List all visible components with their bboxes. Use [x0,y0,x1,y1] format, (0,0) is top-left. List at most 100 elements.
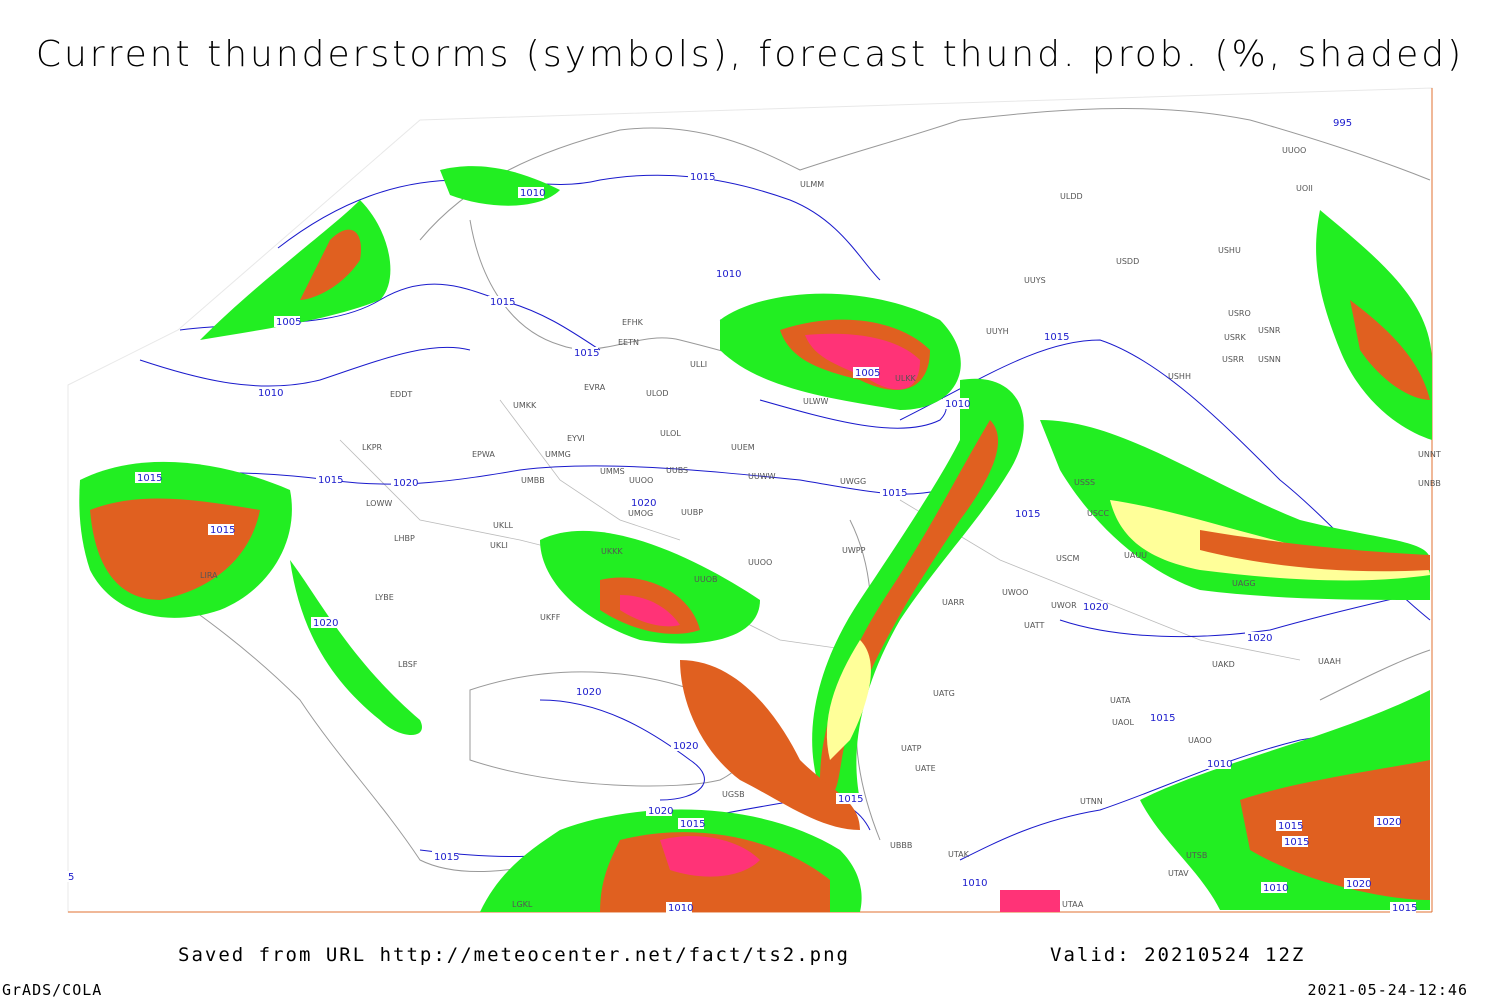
station-code: UUBP [681,508,703,517]
isobar-label: 995 [1333,118,1352,129]
isobar-label-bg [646,805,672,816]
station-code: LIRA [200,571,218,580]
station-code: EDDT [390,390,412,399]
isobar-label: 1015 [434,852,459,863]
station-code: UUOB [694,575,718,584]
station-code: UKLI [490,541,508,550]
isobar-label-bg [666,902,692,913]
isobar-label-bg [311,617,337,628]
isobar-label-bg [688,171,714,182]
isobar-label: 1015 [210,525,235,536]
isobar-label: 1010 [1207,759,1232,770]
isobar-label: 1020 [393,478,418,489]
station-code: USDD [1116,257,1139,266]
station-code: EETN [618,338,639,347]
station-code: UMMS [600,467,625,476]
station-code: EPWA [472,450,495,459]
station-code: UATA [1110,696,1131,705]
station-code: EVRA [584,383,606,392]
station-code: UATP [901,744,922,753]
station-code: UAGG [1232,579,1256,588]
title: Current thunderstorms (symbols), forecas… [36,34,1464,75]
isobar-label-bg [208,524,234,535]
station-code: UMOG [628,509,653,518]
probability-shading [79,166,1432,912]
isobar-label-bg [678,818,704,829]
station-code: USHH [1168,372,1191,381]
station-code: UMKK [513,401,537,410]
station-code: ULMM [800,180,824,189]
isobar-label: 1015 [690,172,715,183]
isobar-label: 1010 [945,399,970,410]
station-code: EFHK [622,318,644,327]
isobar-label: 1015 [680,819,705,830]
station-code: UAOO [1188,736,1212,745]
isobar-label: 1020 [313,618,338,629]
station-code: ULOL [660,429,681,438]
station-code: UUEM [731,443,755,452]
station-code: ULDD [1060,192,1083,201]
isobar-label-bg [853,367,879,378]
station-code: UWGG [840,477,866,486]
station-code: UWPP [842,546,866,555]
isobar-label: 1020 [673,741,698,752]
isobar-label: 1005 [855,368,880,379]
station-code: USRO [1228,309,1251,318]
isobar-label-bg [518,187,544,198]
isobar-label: 1010 [258,388,283,399]
station-code: LKPR [362,443,383,452]
isobar-label: 1020 [648,806,673,817]
station-code: UMBB [521,476,545,485]
isobar-label: 1015 [1044,332,1069,343]
isobar-label: 1015 [1150,713,1175,724]
isobar-label: 1010 [520,188,545,199]
isobar-label: 1010 [1263,883,1288,894]
isobar-label-bg [943,398,969,409]
isobar-label-bg [1205,758,1231,769]
isobar-label: 1015 [1392,903,1417,914]
station-code: UTAK [948,850,970,859]
isobar-label: 1015 [490,297,515,308]
isobar-label-bg [1276,820,1302,831]
station-code: USHU [1218,246,1241,255]
station-code: UWOR [1051,601,1077,610]
isobar-label-bg [66,871,92,882]
isobar-label: 1015 [137,473,162,484]
station-code: USSS [1074,478,1095,487]
station-code: UKFF [540,613,561,622]
isobar-label: 1015 [1278,821,1303,832]
station-code: ULKK [895,374,917,383]
station-code: UAKD [1212,660,1235,669]
isobar-label: 1020 [1247,633,1272,644]
source-url: Saved from URL http://meteocenter.net/fa… [178,944,850,966]
isobar-label-bg [1344,878,1370,889]
software: GrADS/COLA [2,981,102,999]
isobar-label: 1010 [962,878,987,889]
isobar-label: 5 [68,872,74,883]
isobar-label: 1020 [1346,879,1371,890]
isobar-label-bg [880,487,906,498]
isobar-labels: 1010 1015 1010 1015 1005 1015 1010 1015 1005 1010… [66,117,1417,914]
station-code: UWOO [1002,588,1028,597]
isobar-label: 1020 [1083,602,1108,613]
station-code: USNR [1258,326,1281,335]
isobar-label-bg [1390,902,1416,913]
isobar-label-bg [1261,882,1287,893]
station-code: UUYS [1024,276,1046,285]
station-code: ULOD [646,389,668,398]
isobar-label-bg [714,268,740,279]
isobar-label-bg [629,497,655,508]
isobar-label: 1020 [576,687,601,698]
isobar-label-bg [1148,712,1174,723]
station-code: USNN [1258,355,1281,364]
station-code: USCM [1056,554,1080,563]
station-code: UTAV [1168,869,1189,878]
station-code: UOII [1296,184,1313,193]
station-code: USCC [1087,509,1110,518]
isobar-label: 1020 [1376,817,1401,828]
station-code: UUWW [748,472,776,481]
isobar-label-bg [1013,508,1039,519]
isobar-label: 1015 [574,348,599,359]
station-code: UARR [942,598,965,607]
